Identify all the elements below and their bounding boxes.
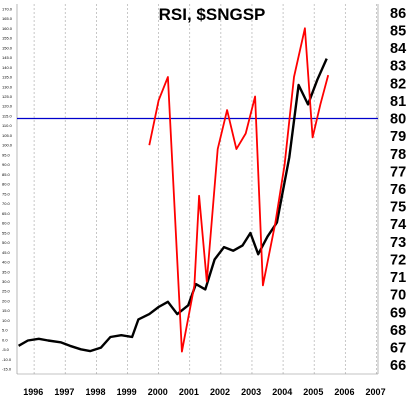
left-tick-label: 15.0: [2, 308, 11, 313]
x-tick-label: 2001: [179, 387, 199, 397]
right-tick-label: 76: [390, 182, 406, 198]
left-tick-label: 45.0: [2, 250, 11, 255]
right-tick-label: 80: [390, 112, 406, 128]
right-tick-label: 79: [390, 129, 406, 145]
x-tick-label: 1997: [54, 387, 74, 397]
x-tick-label: 2004: [272, 387, 292, 397]
x-tick-label: 2005: [303, 387, 323, 397]
left-tick-label: 120.0: [2, 104, 13, 109]
left-tick-label: 125.0: [2, 94, 13, 99]
x-tick-label: 2006: [334, 387, 354, 397]
left-tick-label: 145.0: [2, 55, 13, 60]
right-tick-label: 86: [390, 6, 406, 22]
left-tick-label: 95.0: [2, 152, 11, 157]
x-tick-label: 1998: [85, 387, 105, 397]
left-tick-label: 100.0: [2, 143, 13, 148]
left-tick-label: 5.0: [2, 328, 8, 333]
left-tick-label: 140.0: [2, 65, 13, 70]
left-tick-label: 105.0: [2, 133, 13, 138]
x-axis: 1996 1997 1998 1999 2000 2001 2002 2003 2004 2005…: [17, 373, 386, 397]
left-tick-label: 135.0: [2, 75, 13, 80]
left-tick-label: 35.0: [2, 269, 11, 274]
left-tick-label: 25.0: [2, 289, 11, 294]
price-series-line: [18, 58, 328, 353]
right-tick-label: 68: [390, 323, 406, 339]
right-tick-label: 77: [390, 164, 406, 180]
right-tick-label: 73: [390, 235, 406, 251]
right-tick-label: 71: [390, 270, 406, 286]
left-tick-label: 30.0: [2, 279, 11, 284]
right-tick-label: 75: [390, 200, 406, 216]
left-tick-label: 85.0: [2, 172, 11, 177]
x-tick-label: 1999: [117, 387, 137, 397]
left-tick-label: -15.0: [2, 367, 12, 372]
left-tick-label: 20.0: [2, 298, 11, 303]
right-tick-label: 74: [390, 217, 406, 233]
left-tick-label: 50.0: [2, 240, 11, 245]
left-tick-label: 65.0: [2, 211, 11, 216]
right-tick-label: 72: [390, 252, 406, 268]
left-tick-label: 115.0: [2, 113, 12, 118]
right-tick-label: 78: [390, 147, 406, 163]
left-tick-label: 60.0: [2, 221, 11, 226]
right-tick-label: 83: [390, 59, 406, 75]
x-tick-label: 1996: [23, 387, 43, 397]
x-tick-label: 2007: [366, 387, 386, 397]
left-y-axis: -15.0 -10.0 -5.0 0.0 5.0 10.0 15.0 20.0 25.0 30.0…: [2, 4, 18, 374]
left-tick-label: 0.0: [2, 337, 8, 342]
left-tick-label: 70.0: [2, 201, 11, 206]
left-tick-label: 160.0: [2, 26, 13, 31]
x-tick-label: 2002: [210, 387, 230, 397]
left-tick-label: 90.0: [2, 162, 11, 167]
right-tick-label: 66: [390, 358, 406, 374]
left-tick-label: 110.0: [2, 123, 12, 128]
right-tick-label: 70: [390, 288, 406, 304]
left-tick-label: 155.0: [2, 36, 13, 41]
left-tick-label: 80.0: [2, 182, 11, 187]
left-tick-label: 75.0: [2, 191, 11, 196]
right-tick-label: 81: [390, 94, 406, 110]
left-tick-label: -5.0: [2, 347, 10, 352]
left-tick-label: 55.0: [2, 230, 11, 235]
right-tick-label: 69: [390, 305, 406, 321]
x-tick-label: 2000: [148, 387, 168, 397]
left-tick-label: 150.0: [2, 45, 13, 50]
x-tick-label: 2003: [241, 387, 261, 397]
right-tick-label: 82: [390, 76, 406, 92]
left-tick-label: 10.0: [2, 318, 11, 323]
right-tick-label: 85: [390, 23, 406, 39]
right-tick-label: 84: [390, 41, 406, 57]
left-tick-label: -10.0: [2, 357, 12, 362]
right-tick-label: 67: [390, 341, 406, 357]
rsi-series-line: [148, 27, 330, 353]
left-tick-label: 40.0: [2, 260, 11, 265]
left-tick-label: 165.0: [2, 16, 13, 21]
chart-title: RSI, $SNGSP: [159, 5, 266, 24]
series-lines: [18, 27, 330, 353]
left-tick-label: 130.0: [2, 84, 13, 89]
left-tick-label: 170.0: [2, 6, 13, 11]
